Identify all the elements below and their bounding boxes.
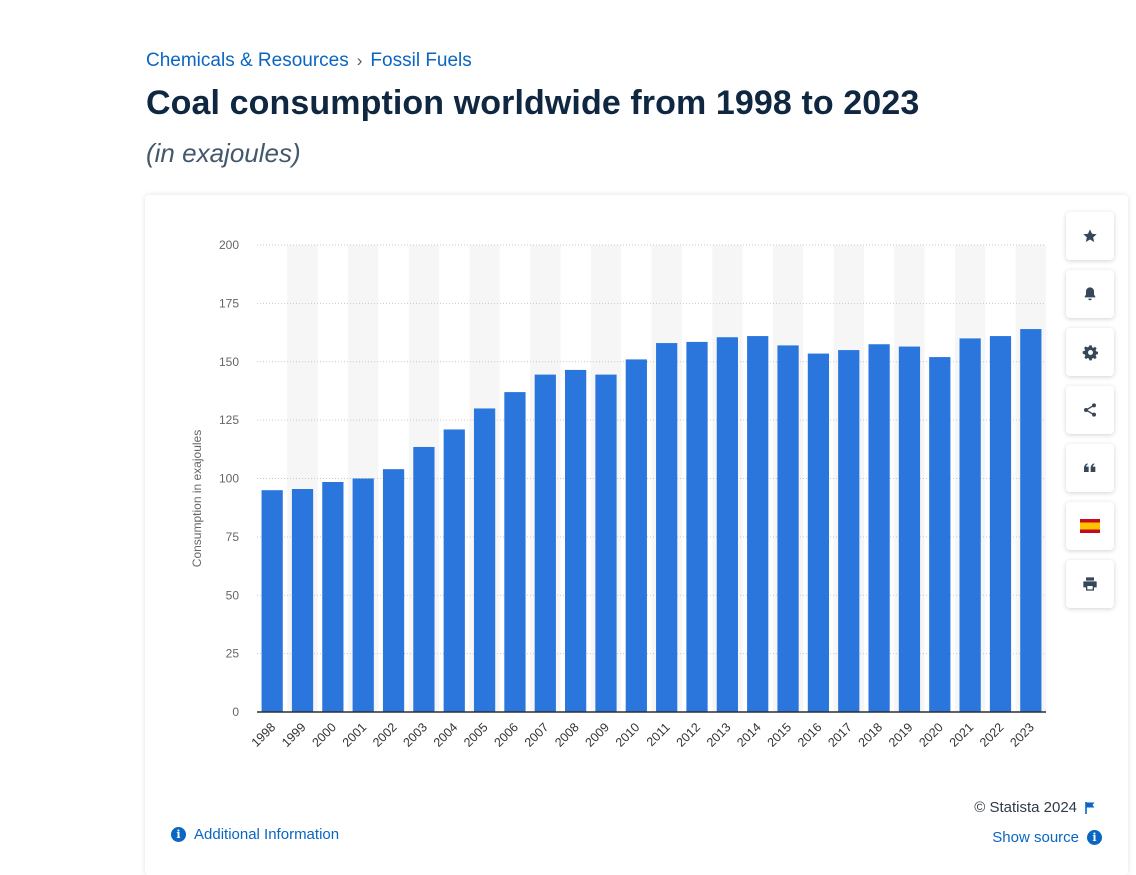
x-tick-label: 2000	[309, 720, 339, 750]
bar-2008[interactable]	[565, 369, 587, 712]
x-tick-label: 2018	[856, 720, 886, 750]
x-tick-label: 2010	[613, 720, 643, 750]
cite-quote-icon	[1084, 463, 1096, 472]
show-source-link[interactable]: Show source i	[992, 829, 1102, 846]
settings-gear-icon	[1082, 344, 1098, 360]
x-tick-label: 2011	[644, 720, 673, 749]
bar-2022[interactable]	[989, 336, 1012, 712]
bar-2010[interactable]	[625, 359, 647, 712]
bar-2004[interactable]	[443, 429, 465, 712]
notification-button[interactable]	[1066, 270, 1114, 318]
y-tick-label: 50	[226, 588, 240, 602]
breadcrumb-link-fossil-fuels[interactable]: Fossil Fuels	[370, 50, 472, 71]
bar-2018[interactable]	[868, 344, 890, 712]
bar-2021[interactable]	[959, 338, 981, 712]
x-tick-label: 2014	[734, 720, 764, 750]
x-tick-label: 2019	[886, 720, 916, 750]
x-tick-label: 2001	[340, 720, 370, 750]
y-axis-ticks: 0 25 50 75 100 125 150 175 200	[219, 238, 239, 719]
bar-2016[interactable]	[807, 353, 830, 712]
bar-2005[interactable]	[473, 408, 496, 712]
x-tick-label: 2002	[370, 720, 400, 750]
bar-2012[interactable]	[686, 341, 708, 712]
x-tick-label: 2023	[1007, 720, 1037, 750]
language-button[interactable]	[1066, 502, 1114, 550]
favorite-button[interactable]	[1066, 212, 1114, 260]
cite-button[interactable]	[1066, 444, 1114, 492]
copyright-notice: © Statista 2024	[974, 799, 1096, 816]
settings-button[interactable]	[1066, 328, 1114, 376]
bar-2002[interactable]	[382, 469, 405, 712]
bar-2009[interactable]	[595, 374, 617, 712]
print-button[interactable]	[1066, 560, 1114, 608]
bar-2013[interactable]	[716, 337, 738, 712]
show-source-label: Show source	[992, 829, 1079, 846]
chart-toolbar	[1066, 212, 1114, 608]
x-tick-label: 2004	[431, 720, 461, 750]
y-tick-label: 125	[219, 413, 239, 427]
x-tick-label: 2013	[704, 720, 734, 750]
bar-2020[interactable]	[929, 357, 951, 712]
info-icon: i	[171, 827, 186, 842]
share-icon	[1084, 403, 1096, 417]
x-tick-label: 2022	[977, 720, 1007, 750]
info-icon: i	[1087, 830, 1102, 845]
additional-information-link[interactable]: i Additional Information	[171, 826, 339, 843]
additional-information-label: Additional Information	[194, 826, 340, 843]
y-tick-label: 175	[219, 296, 239, 310]
bar-1999[interactable]	[291, 489, 314, 712]
y-axis-label: Consumption in exajoules	[190, 430, 204, 567]
x-tick-label: 2006	[491, 720, 521, 750]
bar-2006[interactable]	[504, 392, 526, 712]
breadcrumb-separator: ›	[356, 51, 363, 70]
y-tick-label: 75	[226, 530, 240, 544]
copyright-text: © Statista 2024	[974, 799, 1077, 816]
bar-2001[interactable]	[352, 478, 374, 713]
print-icon	[1083, 577, 1097, 591]
x-tick-label: 2021	[947, 720, 977, 750]
x-tick-label: 2007	[522, 720, 552, 750]
bars	[261, 329, 1042, 713]
bar-2000[interactable]	[322, 482, 344, 712]
y-tick-label: 0	[232, 705, 239, 719]
y-tick-label: 150	[219, 355, 239, 369]
notification-bell-icon	[1084, 287, 1096, 301]
page-title: Coal consumption worldwide from 1998 to …	[146, 84, 920, 122]
x-tick-label: 1998	[249, 720, 279, 750]
x-tick-label: 2017	[825, 720, 855, 750]
x-tick-label: 2008	[552, 720, 582, 750]
favorite-star-icon	[1083, 229, 1097, 242]
page-subtitle: (in exajoules)	[146, 138, 301, 168]
bar-2015[interactable]	[777, 345, 799, 712]
x-tick-label: 2012	[674, 720, 704, 750]
x-tick-label: 2020	[916, 720, 946, 750]
x-tick-label: 1999	[279, 720, 309, 750]
x-axis-ticks: 1998 1999 2000 2001 2002 2003 2004 2005 2006 2007…	[249, 720, 1037, 750]
breadcrumb-link-chemicals-resources[interactable]: Chemicals & Resources	[146, 50, 349, 71]
y-tick-label: 100	[219, 472, 239, 486]
x-tick-label: 2015	[765, 720, 795, 750]
bar-2011[interactable]	[656, 343, 678, 712]
bar-2023[interactable]	[1020, 329, 1042, 712]
bar-1998[interactable]	[261, 490, 283, 712]
bar-2003[interactable]	[413, 446, 435, 712]
y-tick-label: 25	[226, 647, 240, 661]
y-tick-label: 200	[219, 238, 239, 252]
chart-card: 0 25 50 75 100 125 150 175 200 1998 1999 2000 2001 2…	[145, 195, 1128, 875]
x-tick-label: 2009	[583, 720, 613, 750]
x-tick-label: 2003	[400, 720, 430, 750]
spain-flag-icon	[1080, 519, 1100, 533]
bar-2007[interactable]	[534, 374, 556, 712]
x-tick-label: 2005	[461, 720, 491, 750]
flag-report-icon[interactable]	[1085, 801, 1096, 814]
x-tick-label: 2016	[795, 720, 825, 750]
bar-2014[interactable]	[747, 336, 769, 712]
breadcrumb: Chemicals & Resources › Fossil Fuels	[146, 50, 472, 72]
share-button[interactable]	[1066, 386, 1114, 434]
bar-2019[interactable]	[898, 346, 921, 712]
bar-2017[interactable]	[838, 350, 860, 712]
